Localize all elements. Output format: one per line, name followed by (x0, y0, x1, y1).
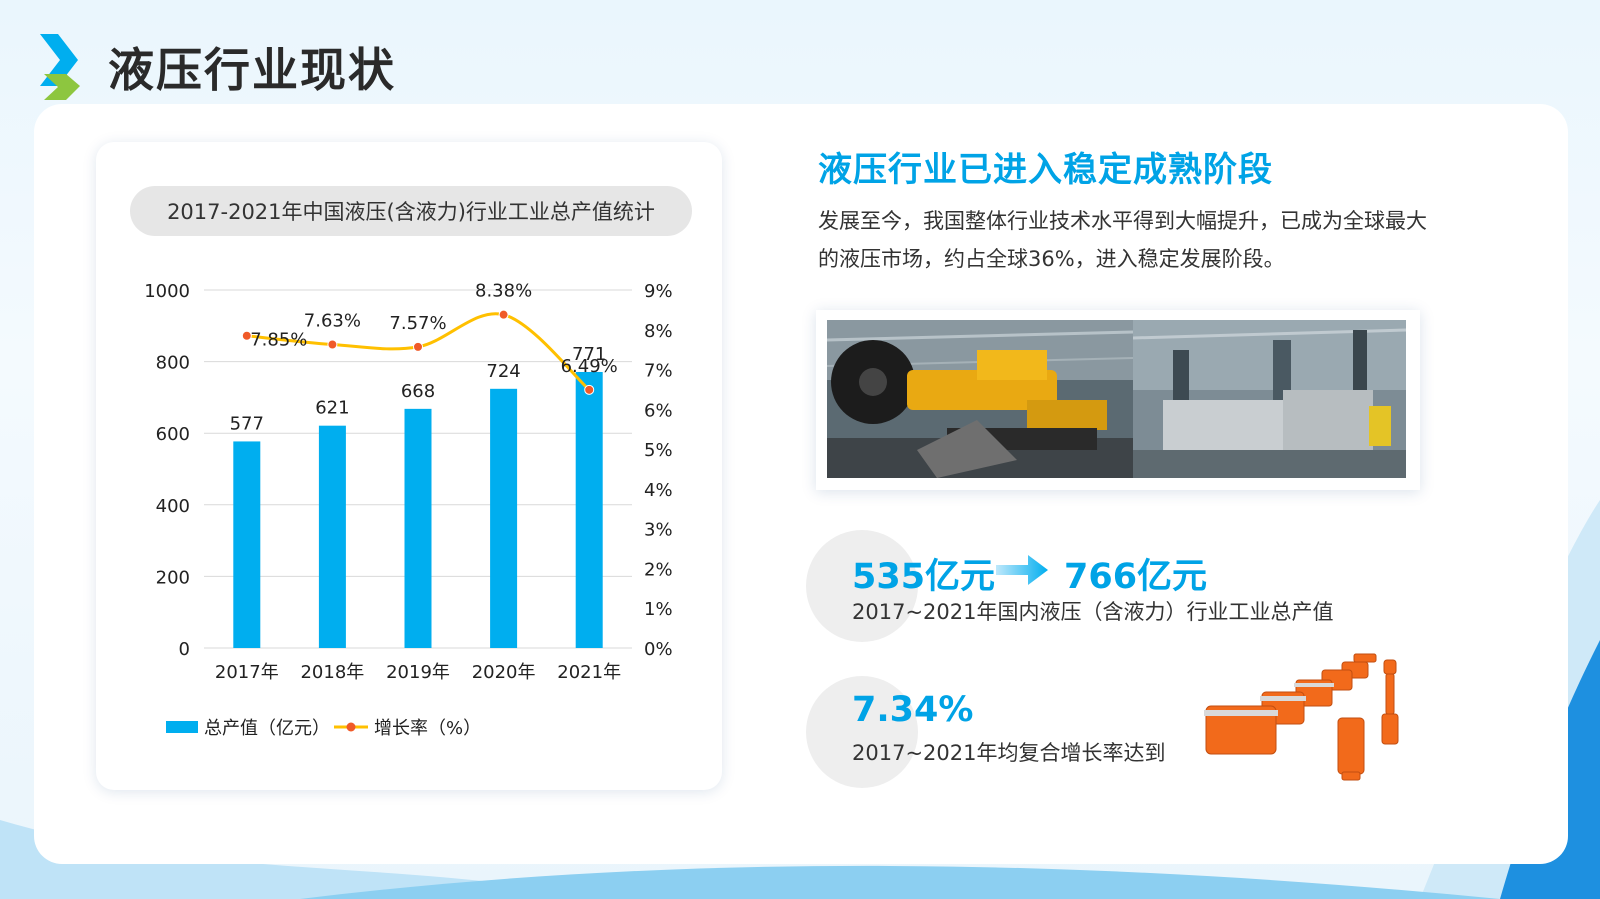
stat-value-rate: 7.34% (852, 690, 974, 730)
y-right-tick-label: 7% (644, 361, 673, 382)
photo-strip (816, 310, 1420, 490)
y-left-tick-label: 600 (156, 424, 190, 445)
growth-rate-label: 7.63% (304, 310, 361, 331)
growth-rate-label: 7.57% (389, 313, 446, 334)
y-left-tick-label: 400 (156, 496, 190, 517)
y-right-tick-label: 1% (644, 599, 673, 620)
y-right-tick-label: 5% (644, 440, 673, 461)
hydraulic-cylinders-image (1204, 653, 1399, 781)
combo-chart: 0 200 400 600 800 1000 0% 1% 2% 3% 4% 5% 6% 7% 8% 9% 201… (144, 281, 673, 739)
growth-rate-point (413, 341, 423, 352)
y-right-tick-label: 8% (644, 321, 673, 342)
bar-value-label: 621 (315, 398, 349, 419)
legend-label-bar: 总产值（亿元） (204, 718, 330, 739)
bar (490, 388, 518, 648)
section-description: 发展至今，我国整体行业技术水平得到大幅提升，已成为全球最大的液压市场，约占全球3… (818, 209, 1427, 271)
x-tick-label: 2019年 (386, 662, 450, 683)
growth-rate-point (584, 384, 595, 395)
y-right-tick-label: 6% (644, 400, 673, 421)
growth-rate-point (327, 339, 338, 350)
chart-title: 2017-2021年中国液压(含液力)行业工业总产值统计 (130, 186, 692, 236)
bar (404, 408, 432, 648)
bar (575, 371, 603, 648)
y-left-tick-label: 800 (156, 353, 190, 374)
bar-value-label: 724 (486, 361, 520, 382)
x-tick-label: 2017年 (215, 662, 279, 683)
y-right-tick-label: 3% (644, 520, 673, 541)
bar (318, 425, 346, 648)
legend-swatch-bar (166, 721, 198, 733)
y-left-tick-label: 0 (179, 639, 190, 660)
chart-card: 2017-2021年中国液压(含液力)行业工业总产值统计 0 200 400 600 8… (96, 142, 722, 790)
growth-rate-point (241, 330, 252, 341)
x-tick-label: 2021年 (557, 662, 621, 683)
y-right-tick-label: 0% (644, 639, 673, 660)
arrow-right-icon (996, 555, 1048, 585)
bar-value-label: 668 (401, 381, 435, 402)
y-right-tick-label: 2% (644, 559, 673, 580)
legend-swatch-marker (346, 722, 356, 732)
x-tick-label: 2018年 (300, 662, 364, 683)
y-left-tick-label: 200 (156, 567, 190, 588)
stat-label-rate: 2017~2021年均复合增长率达到 (852, 741, 1166, 765)
section-heading: 液压行业已进入稳定成熟阶段 (818, 150, 1273, 190)
growth-rate-label: 6.49% (561, 356, 618, 377)
y-right-tick-label: 9% (644, 281, 673, 302)
y-right-tick-label: 4% (644, 480, 673, 501)
y-left-tick-label: 1000 (144, 281, 190, 302)
tunneling-machine-photo (827, 320, 1133, 478)
page-title: 液压行业现状 (108, 43, 396, 97)
workshop-photo (1133, 320, 1406, 478)
stat-circle-1 (806, 530, 918, 642)
stat-value-to: 766亿元 (1064, 557, 1208, 597)
stat-circle-2 (806, 676, 918, 788)
stat-label-output: 2017~2021年国内液压（含液力）行业工业总产值 (852, 600, 1334, 624)
bar-value-label: 577 (230, 413, 264, 434)
bar-value-label: 771 (572, 344, 606, 365)
x-tick-label: 2020年 (472, 662, 536, 683)
bar (233, 441, 261, 648)
growth-rate-label: 8.38% (475, 281, 532, 302)
growth-rate-label: 7.85% (250, 330, 307, 351)
chevron-logo-icon (40, 34, 80, 100)
stat-value-from: 535亿元 (852, 557, 996, 597)
growth-rate-point (498, 309, 509, 320)
legend-label-line: 增长率（%） (374, 718, 481, 739)
